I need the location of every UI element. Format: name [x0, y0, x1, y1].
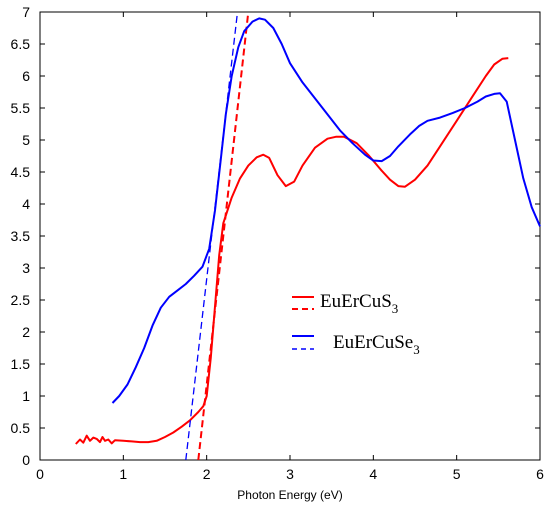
y-tick-label: 0: [22, 452, 30, 468]
y-tick-label: 2.5: [11, 292, 31, 308]
series-layer: [75, 11, 541, 461]
y-tick-label: 5: [22, 132, 30, 148]
y-axis-ticks: 0 0.5 1 1.5 2 2.5 3 3.5 4 4.5 5 5.5 6 6.5 7: [11, 4, 540, 468]
y-tick-label: 5.5: [11, 100, 31, 116]
y-tick-label: 7: [22, 4, 30, 20]
y-tick-label: 1: [22, 388, 30, 404]
series-line-euercuse3: [111, 17, 541, 404]
y-tick-label: 6: [22, 68, 30, 84]
series-line-euercuse3-fit: [185, 11, 239, 461]
y-tick-label: 1.5: [11, 356, 31, 372]
y-tick-label: 6.5: [11, 36, 31, 52]
x-tick-label: 3: [286, 466, 294, 482]
x-tick-label: 1: [119, 466, 127, 482]
y-tick-label: 4: [22, 196, 30, 212]
y-tick-label: 3.5: [11, 228, 31, 244]
legend-label-eu-er-cu-s3: EuErCuS3: [320, 291, 398, 316]
plot-frame: [39, 11, 541, 461]
x-tick-label: 4: [369, 466, 377, 482]
y-tick-label: 4.5: [11, 164, 31, 180]
legend: EuErCuS3 EuErCuSe3: [292, 291, 420, 357]
x-tick-label: 5: [453, 466, 461, 482]
legend-label-eu-er-cu-se3: EuErCuSe3: [333, 332, 420, 357]
x-axis-ticks: 0 1 2 3 4 5 6: [36, 12, 544, 482]
series-line-euercus3-fit: [197, 11, 250, 461]
x-tick-label: 2: [203, 466, 211, 482]
y-tick-label: 2: [22, 324, 30, 340]
y-tick-label: 0.5: [11, 420, 31, 436]
y-tick-label: 3: [22, 260, 30, 276]
series-line-euercus3: [75, 57, 509, 445]
x-tick-label: 6: [536, 466, 544, 482]
x-tick-label: 0: [36, 466, 44, 482]
x-axis-title: Photon Energy (eV): [237, 488, 342, 502]
